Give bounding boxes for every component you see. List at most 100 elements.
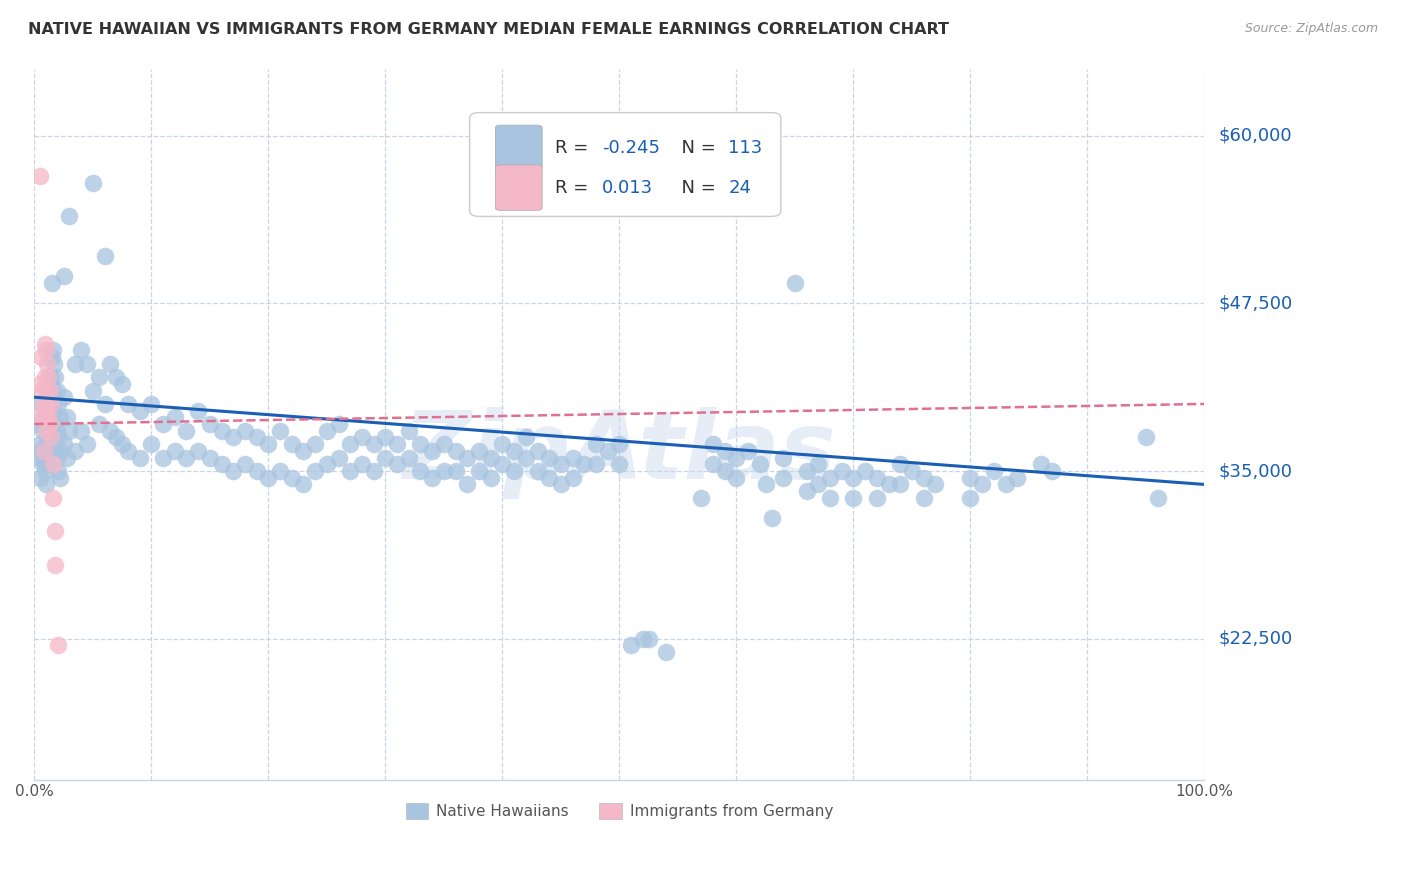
Point [32,410,55,425]
Point [433,464,456,478]
Point [292,477,315,491]
Point [257,437,280,451]
Point [1135,430,1157,444]
Point [93,397,115,411]
Point [152,417,174,431]
Point [304,437,326,451]
Point [889,458,911,472]
Point [37,443,59,458]
Point [31,424,53,438]
Point [269,464,291,478]
Point [28,450,51,465]
Point [39,430,62,444]
Point [409,464,432,478]
Point [350,458,373,472]
Point [42,458,65,472]
Point [32,410,55,425]
Point [702,458,724,472]
Point [503,464,526,478]
Point [468,443,491,458]
Point [491,458,513,472]
Point [42,384,65,398]
Point [30,384,52,398]
Point [818,491,841,505]
Point [35,343,58,358]
Point [70,343,93,358]
Point [831,464,853,478]
Point [163,443,186,458]
Point [433,437,456,451]
Point [56,410,79,425]
Point [222,430,245,444]
Point [374,430,396,444]
Point [853,464,876,478]
Point [637,632,659,646]
Point [58,209,80,223]
Point [45,424,67,438]
Point [222,464,245,478]
Point [363,464,385,478]
FancyBboxPatch shape [470,112,780,217]
Point [35,384,58,398]
Point [32,450,55,465]
Point [105,370,128,384]
Point [561,450,583,465]
Point [842,471,865,485]
Point [292,443,315,458]
Point [983,464,1005,478]
Point [37,397,59,411]
Point [41,397,63,411]
Point [44,370,66,384]
Point [38,437,60,451]
Point [38,376,60,391]
Point [30,350,52,364]
Point [339,464,361,478]
Point [748,458,770,472]
Point [34,370,56,384]
Point [45,384,67,398]
FancyBboxPatch shape [495,125,543,170]
Point [889,477,911,491]
Point [339,437,361,451]
Point [503,443,526,458]
Legend: Native Hawaiians, Immigrants from Germany: Native Hawaiians, Immigrants from German… [399,797,839,825]
Point [52,269,75,284]
Point [39,403,62,417]
Point [1005,471,1028,485]
Point [912,491,935,505]
Point [385,437,408,451]
Point [46,397,69,411]
Point [1040,464,1063,478]
Point [76,437,98,451]
Point [49,443,72,458]
Point [38,410,60,425]
Point [796,484,818,499]
Point [315,424,337,438]
Point [211,458,233,472]
Point [246,430,269,444]
Point [420,443,443,458]
Point [398,450,420,465]
Point [34,336,56,351]
Point [42,343,65,358]
Point [585,437,607,451]
Point [65,443,87,458]
Point [1029,458,1052,472]
Point [37,357,59,371]
Point [39,370,62,384]
Point [100,424,122,438]
Point [690,491,713,505]
Point [34,417,56,431]
Point [807,458,830,472]
Point [561,471,583,485]
Point [972,477,994,491]
Point [65,357,87,371]
Point [34,464,56,478]
Point [28,376,51,391]
Point [620,639,643,653]
Text: R =: R = [555,139,595,157]
Point [713,443,735,458]
Point [772,471,794,485]
Point [37,384,59,398]
Point [631,632,654,646]
